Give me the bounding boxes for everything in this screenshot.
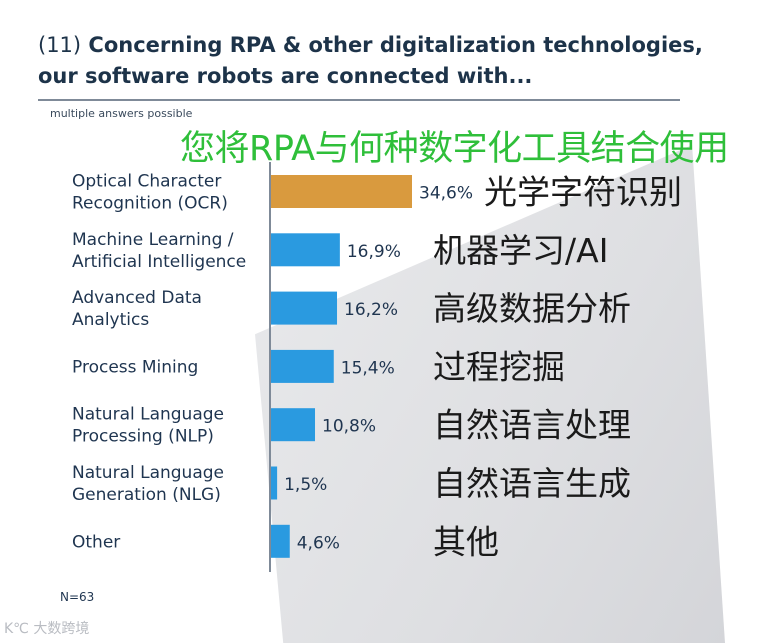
category-label: Natural Language <box>72 463 224 483</box>
bar-7 <box>271 524 290 558</box>
value-label: 16,9% <box>347 242 401 262</box>
sample-size: N=63 <box>60 590 95 604</box>
category-label: Optical Character <box>72 172 221 192</box>
category-label: Recognition (OCR) <box>72 194 228 214</box>
value-label: 16,2% <box>344 300 398 320</box>
category-label: Other <box>72 532 120 552</box>
chinese-category-label: 自然语言处理 <box>433 406 631 445</box>
chinese-category-label: 机器学习/AI <box>433 231 608 270</box>
bar-5 <box>271 408 316 442</box>
category-label: Machine Learning / <box>72 230 234 250</box>
value-label: 10,8% <box>322 417 376 437</box>
value-label: 34,6% <box>419 184 473 204</box>
category-label: Generation (NLG) <box>72 485 221 505</box>
value-label: 15,4% <box>341 358 395 378</box>
category-label: Process Mining <box>72 357 198 377</box>
answers-note: multiple answers possible <box>50 107 193 120</box>
chinese-subtitle: 您将RPA与何种数字化工具结合使用 <box>180 129 729 169</box>
chinese-category-label: 光学字符识别 <box>484 173 682 212</box>
category-label: Processing (NLP) <box>72 427 214 447</box>
value-label: 1,5% <box>284 475 327 495</box>
bar-6 <box>271 466 278 500</box>
bar-4 <box>271 349 334 383</box>
category-label: Analytics <box>72 310 149 330</box>
title-divider <box>38 99 680 101</box>
title-text: Concerning RPA & other digitalization te… <box>38 33 703 88</box>
bar-2 <box>271 233 340 267</box>
chinese-category-label: 自然语言生成 <box>433 464 631 503</box>
title-number: (11) <box>38 33 82 57</box>
chart-title: (11) Concerning RPA & other digitalizati… <box>38 30 718 92</box>
chinese-category-label: 其他 <box>433 522 499 561</box>
bar-3 <box>271 291 338 325</box>
category-label: Advanced Data <box>72 288 202 308</box>
bar-1 <box>271 175 412 208</box>
category-label: Artificial Intelligence <box>72 252 246 272</box>
category-label: Natural Language <box>72 405 224 425</box>
chinese-category-label: 过程挖掘 <box>433 347 565 386</box>
chinese-category-label: 高级数据分析 <box>433 289 631 328</box>
watermark: K℃ 大数跨境 <box>4 621 90 637</box>
value-label: 4,6% <box>297 533 340 553</box>
